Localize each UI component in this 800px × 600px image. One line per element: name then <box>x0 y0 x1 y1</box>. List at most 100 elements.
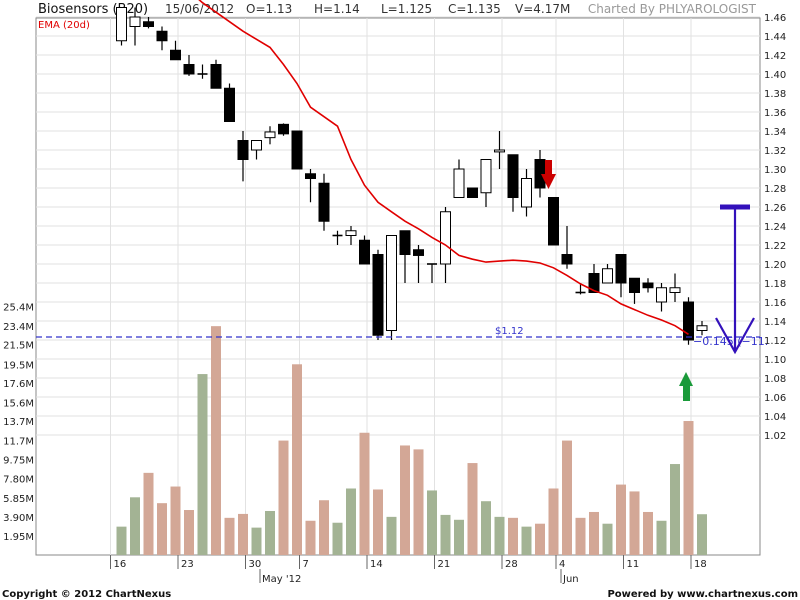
candle-body-down <box>156 30 168 42</box>
chart-header: Biosensors (B20) 15/06/2012 O=1.13 H=1.1… <box>38 2 757 17</box>
price-tick-label: 1.30 <box>764 165 786 176</box>
candle-body-up <box>480 159 492 194</box>
volume-bar <box>157 503 167 555</box>
price-tick-label: 1.28 <box>764 184 786 195</box>
volume-tick-label: 11.7M <box>3 437 34 448</box>
date-tick-label: 28 <box>505 559 518 570</box>
volume-bar <box>575 517 586 555</box>
candle-body-down <box>183 64 195 75</box>
price-tick-label: 1.18 <box>764 279 786 290</box>
header-close: C=1.135 <box>448 2 501 16</box>
candle-body-up <box>494 149 505 153</box>
volume-tick-label: 23.4M <box>3 322 34 333</box>
candle-body-up <box>129 16 141 27</box>
date-tick-label: 23 <box>181 559 194 570</box>
volume-bar <box>629 491 640 555</box>
price-tick-label: 1.26 <box>764 203 786 214</box>
price-tick-label: 1.10 <box>764 355 786 366</box>
candle-body-up <box>345 230 357 236</box>
volume-bar <box>278 440 289 555</box>
candle-body-up <box>116 7 127 42</box>
candle-body-down <box>683 301 694 341</box>
volume-bar <box>616 484 626 555</box>
price-tick-label: 1.46 <box>764 13 786 24</box>
header-low: L=1.125 <box>381 2 432 16</box>
volume-bar <box>467 463 478 555</box>
candle-body-down <box>399 230 411 255</box>
volume-bar <box>494 516 505 555</box>
volume-bar <box>238 513 248 555</box>
price-tick-label: 1.02 <box>764 431 786 442</box>
grid-lines <box>36 16 760 555</box>
buy-arrow-icon <box>679 372 693 401</box>
volume-bar <box>332 522 343 555</box>
target-arrow-icon <box>715 204 755 355</box>
volume-bar <box>170 486 181 555</box>
volume-tick-label: 3.90M <box>3 513 34 524</box>
ema-legend: EMA (20d) <box>38 20 90 31</box>
candle-body-down <box>534 159 546 189</box>
volume-bar <box>521 526 532 555</box>
volume-tick-label: 15.6M <box>3 398 34 409</box>
ema-line <box>198 0 689 335</box>
candle-body-down <box>210 64 222 89</box>
candle-body-down <box>170 49 181 61</box>
price-axis: 1.46 1.44 1.42 1.40 1.38 1.36 1.34 1.32 1.30 1.28… <box>764 13 786 442</box>
price-tick-label: 1.32 <box>764 146 786 157</box>
volume-tick-label: 9.75M <box>3 456 34 467</box>
volume-bar <box>481 501 491 555</box>
date-tick-label: 4 <box>559 559 565 570</box>
candle-body-up <box>453 168 465 198</box>
month-tick-label: May '12 <box>262 574 301 585</box>
volume-bars <box>116 326 707 555</box>
volume-bar <box>683 421 694 555</box>
volume-bar <box>427 490 437 555</box>
volume-bar <box>602 523 613 555</box>
volume-bar <box>143 472 154 555</box>
header-date: 15/06/2012 <box>165 2 234 16</box>
month-tick-label: Jun <box>562 574 579 585</box>
volume-tick-label: 13.7M <box>3 417 34 428</box>
volume-bar <box>400 445 410 555</box>
volume-tick-label: 19.5M <box>3 360 34 371</box>
candle-body-down <box>372 254 384 336</box>
date-tick-label: 30 <box>249 559 262 570</box>
candle-body-down <box>467 187 478 198</box>
support-label: $1.12 <box>495 326 524 337</box>
volume-bar <box>454 519 464 555</box>
volume-bar <box>359 432 370 555</box>
volume-bar <box>373 489 383 555</box>
charted-by-label: Charted By PHLYAROLOGIST <box>588 2 757 16</box>
volume-bar <box>292 364 302 555</box>
candle-body-up <box>669 287 681 293</box>
volume-bar <box>197 374 208 555</box>
candle-body-down <box>237 140 249 160</box>
price-tick-label: 1.22 <box>764 241 786 252</box>
candle-body-up <box>521 178 532 208</box>
candle-body-down <box>629 277 640 293</box>
candle-body-down <box>291 130 303 170</box>
candle-body-down <box>642 282 654 289</box>
date-axis: 16 23 30 7 14 21 28 4 11 18 May '12 Jun <box>110 555 707 585</box>
change-label: −0.145 (−11. <box>693 335 768 348</box>
sell-arrow-icon <box>541 160 556 189</box>
volume-tick-label: 17.6M <box>3 379 34 390</box>
price-tick-label: 1.06 <box>764 393 786 404</box>
price-tick-label: 1.24 <box>764 222 786 233</box>
copyright-text: Copyright © 2012 ChartNexus <box>2 589 171 600</box>
volume-bar <box>508 517 518 555</box>
volume-bar <box>386 516 397 555</box>
volume-bar <box>224 517 235 555</box>
date-tick-label: 16 <box>114 559 127 570</box>
volume-bar <box>319 500 329 555</box>
price-tick-label: 1.14 <box>764 317 786 328</box>
candle-body-up <box>440 211 451 265</box>
volume-bar <box>440 514 451 555</box>
volume-axis: 25.4M 23.4M 21.5M 19.5M 17.6M 15.6M 13.7M 11.7M… <box>3 303 34 543</box>
volume-bar <box>305 520 316 555</box>
candle-body-up <box>656 287 667 303</box>
volume-bar <box>116 526 127 555</box>
price-tick-label: 1.08 <box>764 374 786 385</box>
volume-bar <box>643 511 653 555</box>
candle-body-down <box>615 254 627 284</box>
